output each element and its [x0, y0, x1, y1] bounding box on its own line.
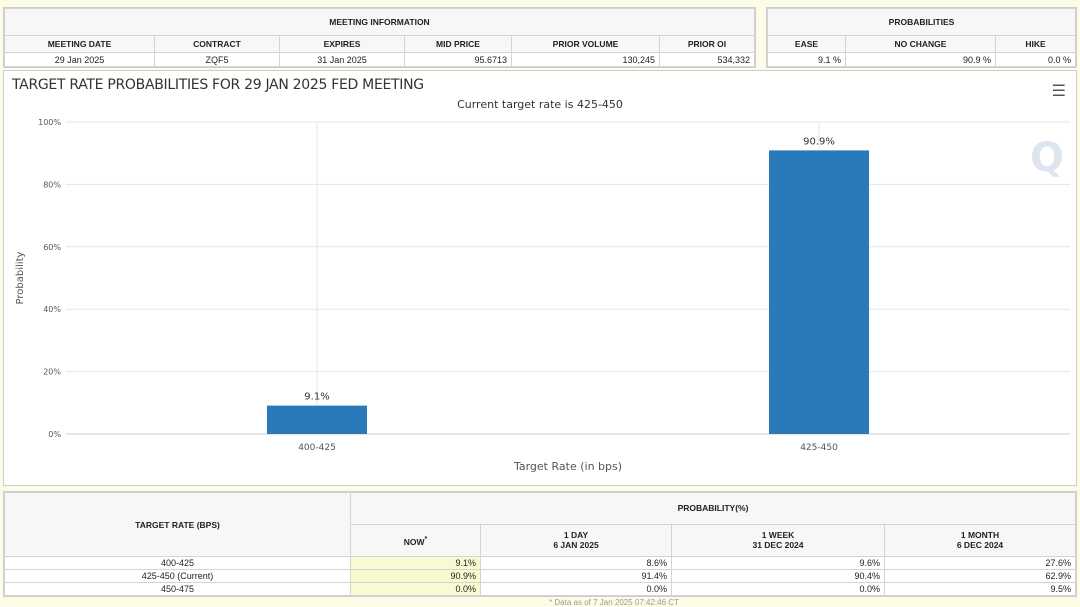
probability-cell: 90.9%	[350, 569, 481, 584]
no-change-value: 90.9 %	[845, 52, 996, 67]
col-1-day: 1 DAY	[563, 530, 589, 541]
probability-chart: TARGET RATE PROBABILITIES FOR 29 JAN 202…	[3, 70, 1077, 486]
target-rate-cell: 425-450 (Current)	[4, 569, 351, 584]
y-tick-label: 100%	[38, 118, 61, 127]
watermark-logo: Q	[1030, 135, 1064, 181]
hamburger-menu-icon[interactable]: ☰	[1051, 83, 1066, 100]
col-1-month-date: 6 DEC 2024	[956, 540, 1004, 551]
data-label: 9.1%	[304, 392, 329, 403]
x-axis-title: Target Rate (in bps)	[513, 460, 622, 473]
y-tick-label: 80%	[43, 180, 61, 189]
col-mid-price: MID PRICE	[404, 35, 512, 53]
probability-cell: 0.0%	[671, 582, 885, 596]
col-prior-volume: PRIOR VOLUME	[511, 35, 660, 53]
col-hike: HIKE	[995, 35, 1076, 53]
hike-value: 0.0 %	[995, 52, 1076, 67]
table-row: 450-475 0.0% 0.0% 0.0% 9.5%	[4, 582, 1076, 596]
y-axis-title: Probability	[15, 251, 26, 304]
col-expires: EXPIRES	[279, 35, 405, 53]
probability-cell: 9.1%	[350, 556, 481, 571]
x-tick-label: 425-450	[800, 443, 838, 453]
meeting-info-title: MEETING INFORMATION	[4, 8, 755, 36]
chart-subtitle: Current target rate is 425-450	[457, 98, 623, 111]
x-tick-label: 400-425	[298, 443, 336, 453]
col-target-rate: TARGET RATE (BPS)	[4, 491, 351, 558]
y-tick-label: 60%	[43, 243, 61, 252]
bar-400-425[interactable]	[267, 405, 367, 434]
contract: ZQF5	[154, 52, 280, 67]
col-1-week: 1 WEEK	[761, 530, 795, 541]
probabilities-title: PROBABILITIES	[767, 8, 1076, 36]
chart-title: TARGET RATE PROBABILITIES FOR 29 JAN 202…	[12, 77, 424, 93]
col-meeting-date: MEETING DATE	[4, 35, 155, 53]
ease-value: 9.1 %	[767, 52, 846, 67]
prior-volume: 130,245	[511, 52, 660, 67]
data-label: 90.9%	[803, 136, 835, 147]
y-tick-label: 0%	[48, 430, 61, 439]
now-footnote-mark: *	[424, 534, 428, 543]
probability-cell: 8.6%	[480, 556, 672, 571]
probability-cell: 90.4%	[671, 569, 885, 584]
meeting-date: 29 Jan 2025	[4, 52, 155, 67]
col-now: NOW	[403, 536, 425, 547]
probability-cell: 62.9%	[884, 569, 1076, 584]
y-tick-label: 20%	[43, 368, 61, 377]
probability-cell: 91.4%	[480, 569, 672, 584]
probability-cell: 0.0%	[350, 582, 481, 596]
probabilities-panel: PROBABILITIES EASE NO CHANGE HIKE 9.1 % …	[766, 7, 1077, 68]
table-row: 400-425 9.1% 8.6% 9.6% 27.6%	[4, 556, 1076, 571]
probability-cell: 27.6%	[884, 556, 1076, 571]
data-timestamp-footnote: * Data as of 7 Jan 2025 07:42:46 CT	[549, 598, 679, 607]
probability-cell: 0.0%	[480, 582, 672, 596]
col-prior-oi: PRIOR OI	[659, 35, 755, 53]
probability-cell: 9.5%	[884, 582, 1076, 596]
bar-425-450[interactable]	[769, 150, 869, 434]
expires: 31 Jan 2025	[279, 52, 405, 67]
table-row: 425-450 (Current) 90.9% 91.4% 90.4% 62.9%	[4, 569, 1076, 584]
col-1-week-date: 31 DEC 2024	[752, 540, 804, 551]
col-contract: CONTRACT	[154, 35, 280, 53]
target-rate-cell: 400-425	[4, 556, 351, 571]
target-rate-cell: 450-475	[4, 582, 351, 596]
y-tick-label: 40%	[43, 305, 61, 314]
prior-oi: 534,332	[659, 52, 755, 67]
meeting-info-panel: MEETING INFORMATION MEETING DATE CONTRAC…	[3, 7, 756, 68]
col-1-day-date: 6 JAN 2025	[553, 540, 599, 551]
mid-price: 95.6713	[404, 52, 512, 67]
col-ease: EASE	[767, 35, 846, 53]
col-1-month: 1 MONTH	[960, 530, 1000, 541]
probability-header: PROBABILITY(%)	[350, 492, 1076, 525]
chart-svg: Q 0% 20% 40% 60% 80% 100% 9.1% 400-425 90.9% 425-…	[15, 118, 1070, 473]
col-no-change: NO CHANGE	[845, 35, 996, 53]
probability-cell: 9.6%	[671, 556, 885, 571]
history-panel: TARGET RATE (BPS) PROBABILITY(%) NOW* 1 …	[3, 491, 1077, 597]
